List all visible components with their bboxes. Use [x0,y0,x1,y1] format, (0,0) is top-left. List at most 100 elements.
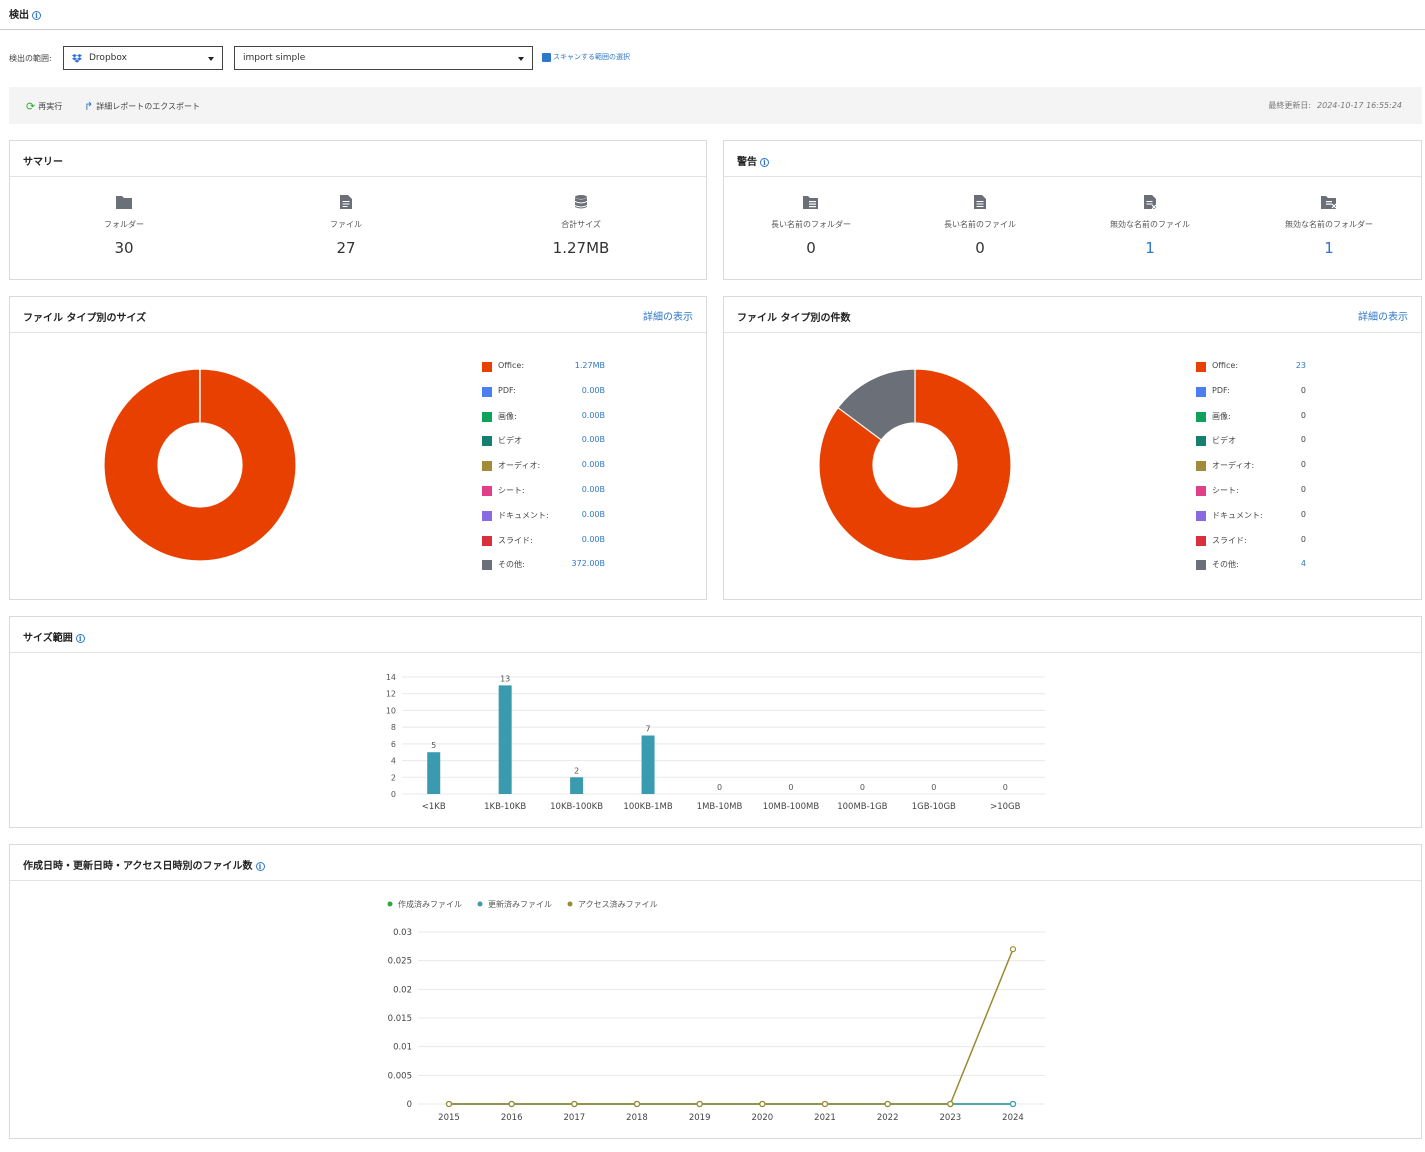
legend-item[interactable]: その他: 4 [1196,559,1396,571]
legend-value: 0 [1300,509,1306,519]
legend-item[interactable]: PDF: 0 [1196,386,1396,398]
warnings-card: 警告 i 長い名前のフォルダー 0 長い名前のファイル 0 無効な名前のファイル … [723,140,1422,280]
legend-item[interactable]: オーディオ: 0 [1196,460,1396,472]
size-by-type-details-link[interactable]: 詳細の表示 [643,312,693,323]
toolbar: ⟳ 再実行 ↱ 詳細レポートのエクスポート 最終更新日: 2024-10-17 16:… [9,87,1422,124]
legend-item[interactable]: ビデオ 0.00B [482,435,682,447]
timeline-title: 作成日時・更新日時・アクセス日時別のファイル数 i [23,857,265,872]
legend-item[interactable]: 画像: 0 [1196,411,1396,423]
scope-row: 検出の範囲: Dropbox import simple スキャンする範囲の選択 [9,46,709,70]
bar-value-label: 2 [574,766,579,775]
data-point[interactable] [759,1100,766,1108]
data-point[interactable] [633,1100,641,1108]
bar-<1KB[interactable] [427,752,441,794]
size-range-header: サイズ範囲 i [10,617,1421,653]
data-point[interactable] [884,1100,891,1108]
legend-value: 0 [1300,460,1306,470]
legend-swatch [1196,411,1206,422]
folder-icon [116,196,132,209]
database-icon [575,195,587,209]
bar-10KB-100KB[interactable] [570,777,584,794]
legend-swatch [482,535,492,546]
data-point[interactable] [571,1100,578,1108]
bar-100KB-1MB[interactable] [641,735,655,795]
legend-swatch [1196,560,1206,571]
legend-label: シート: [498,486,525,495]
series-line-アクセス済みファイル [449,948,1014,1105]
x-tick-label: 2020 [752,1113,774,1123]
x-tick-label: 1MB-10MB [697,802,743,812]
y-tick-label: 0.015 [388,1014,412,1024]
y-tick-label: 2 [391,773,396,782]
rerun-button[interactable]: ⟳ 再実行 [26,100,62,113]
refresh-icon: ⟳ [26,100,36,113]
legend-swatch [1196,486,1206,496]
info-icon[interactable]: i [255,861,265,871]
legend-item[interactable]: シート: 0.00B [482,485,682,497]
legend-label[interactable]: アクセス済みファイル [578,899,658,909]
legend-item[interactable]: 画像: 0.00B [482,411,682,423]
data-point[interactable] [1009,1100,1017,1108]
summary-folders-label: フォルダー [104,220,144,229]
legend-item[interactable]: ビデオ 0 [1196,435,1396,447]
bar-value-label: 5 [431,741,436,750]
data-point[interactable] [947,1100,954,1108]
donut-slice-Office[interactable] [103,368,297,562]
timeline-title-text: 作成日時・更新日時・アクセス日時別のファイル数 [23,861,253,872]
legend-item[interactable]: ドキュメント: 0 [1196,510,1396,522]
timeline-line-chart[interactable]: 0 0.005 0.01 0.015 0.02 0.025 0.03 2015 2016 2017… [360,892,1060,1132]
legend-value: 0.00B [581,385,605,395]
share-arrow-icon: ↱ [84,100,94,113]
warning-invalid-name-files: 無効な名前のファイル 1 [1070,195,1230,257]
info-icon[interactable]: i [32,10,41,20]
warning-invalid-name-files-value[interactable]: 1 [1145,239,1155,257]
legend-label[interactable]: 作成済みファイル [398,899,462,909]
legend-item[interactable]: スライド: 0.00B [482,535,682,547]
legend-swatch [1196,535,1206,546]
timeline-card: 作成日時・更新日時・アクセス日時別のファイル数 i [9,844,1422,1139]
legend-item[interactable]: スライド: 0 [1196,535,1396,547]
count-by-type-details-link[interactable]: 詳細の表示 [1358,312,1408,323]
invalid-name-folder-icon [1320,196,1336,209]
data-point[interactable] [1009,946,1017,953]
legend-label: Office: [498,361,525,370]
warning-invalid-name-folders-value[interactable]: 1 [1324,239,1334,257]
summary-files-label: ファイル [330,220,362,229]
y-tick-label: 0 [391,790,396,799]
legend-item[interactable]: シート: 0 [1196,485,1396,497]
data-point[interactable] [508,1100,515,1108]
source-select-value: Dropbox [89,53,127,63]
info-icon[interactable]: i [75,633,85,643]
legend-item[interactable]: Office: 1.27MB [482,361,682,373]
legend-value: 0 [1300,485,1306,494]
legend-item[interactable]: Office: 23 [1196,361,1396,373]
job-select[interactable]: import simple [234,46,533,70]
y-tick-label: 0 [407,1100,412,1110]
donut-slice-その他[interactable] [837,368,916,441]
bar-1KB-10KB[interactable] [498,685,512,794]
scan-range-link[interactable]: スキャンする範囲の選択 [542,52,630,62]
export-report-button[interactable]: ↱ 詳細レポートのエクスポート [84,100,200,113]
warnings-title-text: 警告 [737,157,757,168]
legend-label[interactable]: 更新済みファイル [488,899,552,909]
y-tick-label: 10 [386,706,396,715]
summary-total-size: 合計サイズ 1.27MB [501,195,661,257]
count-by-type-title: ファイル タイプ別の件数 [737,313,851,324]
y-tick-label: 14 [386,673,396,682]
data-point[interactable] [445,1100,453,1108]
data-point[interactable] [696,1100,703,1108]
legend-label: その他: [1212,560,1239,570]
legend-item[interactable]: オーディオ: 0.00B [482,460,682,472]
legend-item[interactable]: PDF: 0.00B [482,386,682,398]
job-select-value: import simple [243,53,306,63]
legend-item[interactable]: ドキュメント: 0.00B [482,510,682,522]
source-select[interactable]: Dropbox [63,46,223,70]
bar-value-label: 7 [646,725,651,734]
info-icon[interactable]: i [760,157,769,167]
x-tick-label: 10KB-100KB [550,802,603,812]
legend-label: オーディオ: [498,461,541,471]
donut-slice-Office[interactable] [818,368,1012,562]
legend-label: スライド: [498,535,533,545]
data-point[interactable] [821,1100,829,1108]
legend-item[interactable]: その他: 372.00B [482,559,682,571]
